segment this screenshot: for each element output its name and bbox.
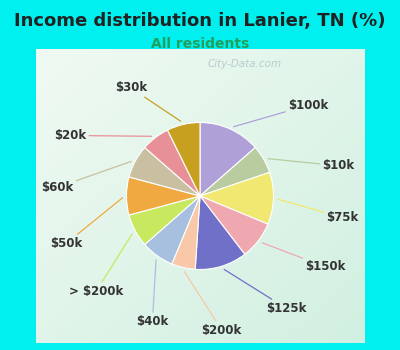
- Text: $30k: $30k: [115, 82, 181, 121]
- Text: $200k: $200k: [184, 272, 242, 337]
- Wedge shape: [129, 196, 200, 244]
- Text: $150k: $150k: [262, 243, 346, 273]
- Wedge shape: [195, 196, 245, 270]
- Text: City-Data.com: City-Data.com: [208, 60, 282, 69]
- Wedge shape: [200, 196, 268, 254]
- Wedge shape: [129, 148, 200, 196]
- Text: $75k: $75k: [278, 199, 359, 224]
- Wedge shape: [145, 196, 200, 264]
- Text: > $200k: > $200k: [69, 234, 132, 298]
- Wedge shape: [126, 177, 200, 215]
- Wedge shape: [200, 148, 270, 196]
- Wedge shape: [168, 122, 200, 196]
- Wedge shape: [200, 122, 255, 196]
- Text: All residents: All residents: [151, 37, 249, 51]
- Text: $40k: $40k: [136, 260, 168, 328]
- Text: $60k: $60k: [41, 161, 131, 194]
- Text: Income distribution in Lanier, TN (%): Income distribution in Lanier, TN (%): [14, 12, 386, 30]
- Text: $50k: $50k: [50, 198, 123, 250]
- Wedge shape: [172, 196, 200, 270]
- Text: $125k: $125k: [224, 270, 307, 315]
- Text: $100k: $100k: [234, 99, 328, 127]
- Text: $10k: $10k: [268, 159, 354, 172]
- Text: $20k: $20k: [54, 129, 152, 142]
- Wedge shape: [145, 130, 200, 196]
- Wedge shape: [200, 172, 274, 224]
